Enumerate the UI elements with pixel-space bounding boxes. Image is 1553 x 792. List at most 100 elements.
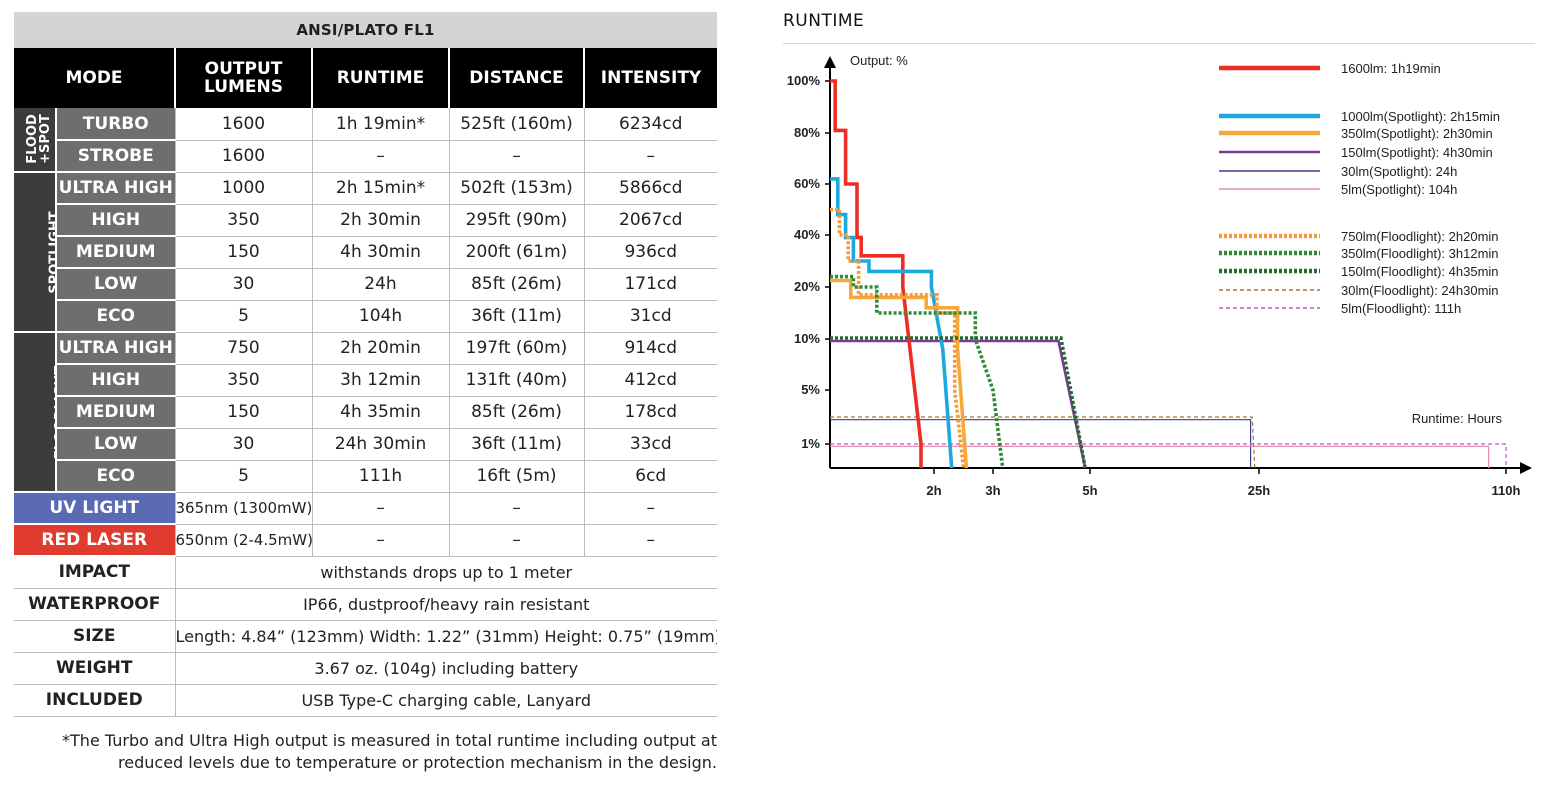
y-tick-label: 60%: [794, 176, 820, 191]
mode-cell: ULTRA HIGH: [55, 332, 175, 365]
runtime-cell: –: [311, 524, 449, 557]
legend-label-0: 1600lm: 1h19min: [1341, 61, 1441, 76]
spec-label: IMPACT: [14, 556, 175, 589]
legend-label-6: 750lm(Floodlight): 2h20min: [1341, 229, 1499, 244]
distance-cell: 295ft (90m): [448, 204, 584, 237]
spec-value: withstands drops up to 1 meter: [174, 556, 717, 589]
legend-label-4: 30lm(Spotlight): 24h: [1341, 164, 1457, 179]
spec-value: Length: 4.84” (123mm) Width: 1.22” (31mm…: [174, 620, 717, 653]
spec-row: INCLUDED USB Type-C charging cable, Lanya…: [14, 684, 717, 717]
x-tick-label: 110h: [1492, 483, 1521, 498]
mode-cell: HIGH: [55, 364, 175, 397]
runtime-cell: 4h 30min: [311, 236, 449, 269]
x-axis-label: Runtime: Hours: [1412, 411, 1503, 426]
table-row: LOW 30 24h 30min 36ft (11m) 33cd: [14, 428, 717, 461]
spec-table: ANSI/PLATO FL1 MODE OUTPUT LUMENS RUNTIME…: [14, 12, 717, 717]
distance-cell: 200ft (61m): [448, 236, 584, 269]
table-row: HIGH 350 3h 12min 131ft (40m) 412cd: [14, 364, 717, 397]
chart-title: RUNTIME: [783, 11, 865, 31]
output-cell: 350: [174, 364, 312, 397]
runtime-cell: 2h 30min: [311, 204, 449, 237]
spec-row: IMPACT withstands drops up to 1 meter: [14, 556, 717, 589]
distance-cell: 36ft (11m): [448, 428, 584, 461]
table-row: LOW 30 24h 85ft (26m) 171cd: [14, 268, 717, 301]
footnote: *The Turbo and Ultra High output is meas…: [62, 730, 717, 774]
runtime-chart: 100% 80% 60% 40% 20% 10% 5% 1% 2h 3h 5h 25h 110h Outp…: [787, 53, 1532, 498]
table-row: FLOOD +SPOT TURBO 1600 1h 19min* 525ft (160m)…: [14, 108, 717, 173]
group-label-spotlight: SPOTLIGHT: [14, 172, 56, 333]
legend-label-2: 350lm(Spotlight): 2h30min: [1341, 126, 1493, 141]
intensity-cell: 6234cd: [583, 108, 717, 141]
distance-cell: 525ft (160m): [448, 108, 584, 141]
series-line-3: [830, 339, 1087, 469]
mode-cell: ULTRA HIGH: [55, 172, 175, 205]
group-label-floodspot: FLOOD +SPOT: [14, 108, 56, 173]
distance-cell: 85ft (26m): [448, 396, 584, 429]
output-cell: 1600: [174, 108, 312, 141]
output-cell: 750: [174, 332, 312, 365]
series-line-6: [830, 207, 966, 469]
table-caption: ANSI/PLATO FL1: [14, 12, 717, 48]
intensity-cell: 936cd: [583, 236, 717, 269]
runtime-cell: 3h 12min: [311, 364, 449, 397]
output-cell: 650nm (2-4.5mW): [174, 524, 312, 557]
x-tick-label: 25h: [1248, 483, 1270, 498]
output-cell: 1000: [174, 172, 312, 205]
runtime-cell: 2h 15min*: [311, 172, 449, 205]
spec-value: USB Type-C charging cable, Lanyard: [174, 684, 717, 717]
table-row: HIGH 350 2h 30min 295ft (90m) 2067cd: [14, 204, 717, 237]
group-label-floodlight: FLOODLIGHT: [14, 332, 56, 493]
spec-label: INCLUDED: [14, 684, 175, 717]
output-cell: 1600: [174, 140, 312, 173]
header-runtime: RUNTIME: [311, 48, 449, 108]
distance-cell: 85ft (26m): [448, 268, 584, 301]
runtime-cell: 4h 35min: [311, 396, 449, 429]
runtime-cell: 2h 20min: [311, 332, 449, 365]
runtime-cell: 24h: [311, 268, 449, 301]
x-axis-arrow: [1520, 462, 1532, 474]
table-row: ECO 5 104h 36ft (11m) 31cd: [14, 300, 717, 333]
x-tick-label: 3h: [985, 483, 1000, 498]
series-line-1: [830, 177, 954, 469]
legend-label-1: 1000lm(Spotlight): 2h15min: [1341, 109, 1500, 124]
spec-value: IP66, dustproof/heavy rain resistant: [174, 588, 717, 621]
y-tick-label: 40%: [794, 227, 820, 242]
y-tick-label: 10%: [794, 331, 820, 346]
mode-cell: MEDIUM: [55, 396, 175, 429]
x-tick-label: 2h: [926, 483, 941, 498]
spec-row: SIZE Length: 4.84” (123mm) Width: 1.22” (…: [14, 620, 717, 653]
mode-cell: TURBO: [55, 108, 175, 141]
series-line-2: [830, 278, 969, 469]
distance-cell: 131ft (40m): [448, 364, 584, 397]
series-line-4: [830, 419, 1252, 468]
y-tick-label: 20%: [794, 279, 820, 294]
header-mode: MODE: [14, 48, 175, 108]
series-line-0: [830, 79, 923, 468]
runtime-cell: –: [311, 492, 449, 525]
series-line-9: [830, 416, 1256, 469]
intensity-cell: 6cd: [583, 460, 717, 493]
output-cell: 350: [174, 204, 312, 237]
legend-label-10: 5lm(Floodlight): 111h: [1341, 301, 1461, 316]
mode-cell: LOW: [55, 428, 175, 461]
table-row: FLOODLIGHT ULTRA HIGH 750 2h 20min 197ft (60…: [14, 332, 717, 493]
series-line-8: [830, 336, 1087, 469]
table-row: ECO 5 111h 16ft (5m) 6cd: [14, 460, 717, 493]
chart-divider: [783, 43, 1535, 44]
mode-cell: LOW: [55, 268, 175, 301]
output-cell: 150: [174, 396, 312, 429]
mode-cell: ECO: [55, 300, 175, 333]
spec-label: WEIGHT: [14, 652, 175, 685]
table-header-row: MODE OUTPUT LUMENS RUNTIME DISTANCE INTEN…: [14, 48, 717, 108]
intensity-cell: –: [583, 140, 717, 173]
table-row: UV LIGHT 365nm (1300mW) – – –: [14, 492, 717, 525]
intensity-cell: –: [583, 524, 717, 557]
y-tick-label: 100%: [787, 73, 821, 88]
red-laser-cell: RED LASER: [14, 524, 175, 557]
table-row: STROBE 1600– – –: [14, 140, 717, 173]
header-distance: DISTANCE: [448, 48, 584, 108]
intensity-cell: 5866cd: [583, 172, 717, 205]
series-line-5: [830, 445, 1490, 468]
output-cell: 365nm (1300mW): [174, 492, 312, 525]
header-intensity: INTENSITY: [583, 48, 717, 108]
